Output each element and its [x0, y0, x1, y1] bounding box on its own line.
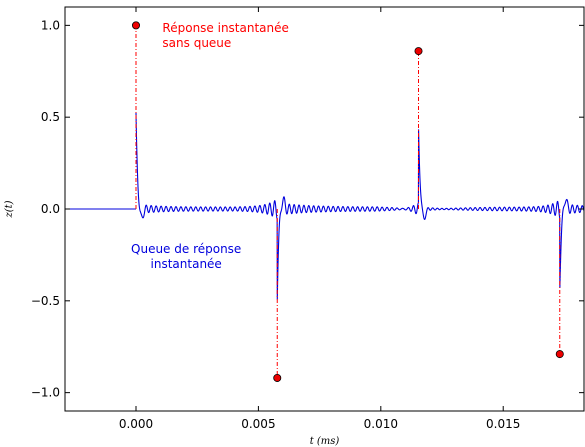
- annotation-1-line-1: instantanée: [151, 257, 222, 271]
- x-tick-label: 0.010: [364, 417, 398, 431]
- x-tick-label: 0.015: [486, 417, 520, 431]
- x-tick-label: 0.000: [119, 417, 153, 431]
- tick-layer: 0.000 0.005 0.010 0.015 1.0 0.5 0.0 −0.5 −1.0: [31, 7, 584, 431]
- y-axis-title: z(t): [4, 200, 15, 218]
- x-axis-title: t (ms): [310, 436, 340, 447]
- series-layer: [65, 112, 585, 300]
- signal-line: [135, 112, 585, 300]
- impulse-marker-0: [131, 21, 140, 30]
- y-tick-label: 1.0: [41, 18, 60, 32]
- y-tick-label: −0.5: [31, 294, 60, 308]
- annotation-0-line-0: Réponse instantanée: [162, 21, 288, 35]
- impulse-marker-3: [555, 350, 564, 359]
- annotation-0-line-1: sans queue: [162, 36, 231, 50]
- annotation-1-line-0: Queue de réponse: [131, 242, 241, 256]
- impulse-marker-2: [414, 47, 423, 56]
- y-tick-label: 0.5: [41, 110, 60, 124]
- marker-layer: [131, 21, 564, 382]
- y-tick-label: 0.0: [41, 202, 60, 216]
- x-tick-label: 0.005: [241, 417, 275, 431]
- impulse-marker-1: [273, 373, 282, 382]
- y-tick-label: −1.0: [31, 386, 60, 400]
